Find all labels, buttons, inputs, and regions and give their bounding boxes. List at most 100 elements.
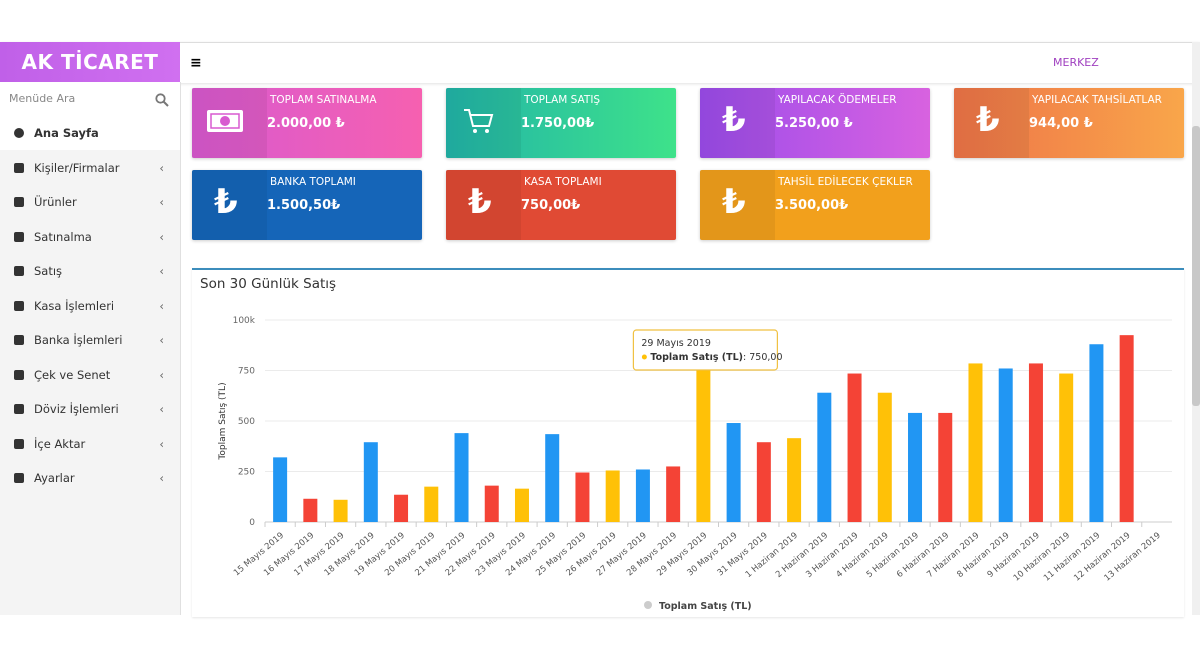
menu-item[interactable]: Çek ve Senet ‹ bbox=[0, 358, 180, 392]
menu-icon bbox=[14, 197, 24, 207]
bar bbox=[726, 423, 741, 522]
stat-card[interactable]: ₺ YAPILACAK ÖDEMELER 5.250,00 ₺ bbox=[700, 88, 930, 158]
chevron: ‹ bbox=[159, 229, 164, 244]
card-title: YAPILACAK ÖDEMELER bbox=[778, 94, 897, 106]
location[interactable]: MERKEZ bbox=[1053, 56, 1099, 69]
card-title: TOPLAM SATIŞ bbox=[524, 94, 601, 106]
bar bbox=[1119, 335, 1134, 522]
card-icon-bg bbox=[446, 170, 521, 240]
x-tick-label: 4 Haziran 2019 bbox=[835, 531, 891, 580]
menu-label: İçe Aktar bbox=[34, 436, 86, 451]
bar bbox=[273, 457, 288, 522]
bar bbox=[787, 438, 802, 522]
x-tick-label: 5 Haziran 2019 bbox=[865, 531, 921, 580]
menu-item[interactable]: Kasa İşlemleri ‹ bbox=[0, 289, 180, 323]
menu-item[interactable]: Banka İşlemleri ‹ bbox=[0, 323, 180, 357]
x-tick-label: 7 Haziran 2019 bbox=[925, 531, 981, 580]
card-title: KASA TOPLAMI bbox=[524, 176, 602, 188]
bar bbox=[545, 434, 560, 522]
chevron: ‹ bbox=[159, 333, 164, 347]
bar bbox=[666, 466, 681, 522]
menu-toggle[interactable]: ≡ bbox=[190, 55, 202, 71]
bar bbox=[908, 412, 923, 522]
card-title: TAHSİL EDİLECEK ÇEKLER bbox=[778, 176, 913, 188]
bar bbox=[1028, 363, 1043, 522]
menu-item[interactable]: Ana Sayfa bbox=[0, 116, 180, 150]
menu-item[interactable]: Satış ‹ bbox=[0, 254, 180, 288]
brand[interactable]: AK TİCARET bbox=[0, 42, 180, 82]
sidebar: Menüde Ara Ana Sayfa Kişiler/Firmalar ‹ Ürü… bbox=[0, 82, 181, 615]
menu-icon bbox=[14, 162, 24, 173]
bar bbox=[514, 488, 529, 522]
tooltip: 29 Mayıs 2019 Toplam Satış (TL): 750,00 bbox=[632, 329, 783, 371]
x-tick-label: 3 Haziran 2019 bbox=[804, 531, 860, 580]
menu-icon bbox=[14, 266, 24, 276]
card-icon-bg bbox=[446, 88, 521, 158]
menu-label: Ürünler bbox=[34, 195, 77, 209]
menu-label: Satınalma bbox=[34, 229, 92, 244]
tooltip-box bbox=[632, 329, 778, 371]
search-icon bbox=[155, 93, 169, 107]
menu-item[interactable]: Kişiler/Firmalar ‹ bbox=[0, 151, 180, 185]
bar bbox=[394, 494, 409, 522]
bar bbox=[847, 373, 862, 522]
card-icon bbox=[460, 104, 500, 142]
y-tick-label: 100k bbox=[233, 316, 256, 326]
stat-card[interactable]: ₺ BANKA TOPLAMI 1.500,50₺ bbox=[192, 170, 422, 240]
x-tick-label: 9 Haziran 2019 bbox=[986, 531, 1042, 580]
stat-card[interactable]: TOPLAM SATINALMA 2.000,00 ₺ bbox=[192, 88, 422, 158]
bar bbox=[696, 370, 711, 522]
y-axis-title: Toplam Satış (TL) bbox=[218, 382, 228, 460]
menu-icon bbox=[14, 369, 24, 380]
card-title: BANKA TOPLAMI bbox=[270, 176, 356, 188]
chevron: ‹ bbox=[159, 471, 164, 485]
chart-panel: Son 30 Günlük Satış 0 250 500 750 100k Toplam… bbox=[192, 268, 1184, 617]
y-tick-label: 0 bbox=[249, 518, 255, 528]
search[interactable]: Menüde Ara bbox=[0, 82, 180, 117]
menu-icon bbox=[14, 404, 24, 414]
bar bbox=[756, 442, 771, 522]
menu-label: Çek ve Senet bbox=[34, 367, 111, 382]
menu-label: Ana Sayfa bbox=[34, 126, 99, 140]
x-tick-label: 1 Haziran 2019 bbox=[744, 531, 800, 580]
card-value: 5.250,00 ₺ bbox=[775, 116, 853, 131]
bar bbox=[605, 470, 620, 522]
x-tick-label: 8 Haziran 2019 bbox=[955, 531, 1011, 580]
chart-title: Son 30 Günlük Satış bbox=[200, 276, 336, 292]
card-value: 2.000,00 ₺ bbox=[267, 116, 345, 131]
card-icon: ₺ bbox=[976, 100, 1000, 140]
bar bbox=[968, 363, 983, 522]
stat-card[interactable]: ₺ YAPILACAK TAHSİLATLAR 944,00 ₺ bbox=[954, 88, 1184, 158]
menu-icon bbox=[14, 231, 24, 242]
bar bbox=[424, 486, 439, 522]
menu-item[interactable]: Ayarlar ‹ bbox=[0, 461, 180, 495]
legend-label: Toplam Satış (TL) bbox=[659, 601, 752, 612]
menu-icon bbox=[14, 438, 24, 449]
bar bbox=[1089, 344, 1104, 522]
stat-card[interactable]: ₺ KASA TOPLAMI 750,00₺ bbox=[446, 170, 676, 240]
tooltip-text: Toplam Satış (TL): 750,00 bbox=[650, 352, 782, 363]
menu-label: Kasa İşlemleri bbox=[34, 298, 115, 313]
menu-item[interactable]: Döviz İşlemleri ‹ bbox=[0, 392, 180, 426]
menu-label: Ayarlar bbox=[34, 471, 75, 485]
bar bbox=[998, 368, 1013, 522]
menu-icon bbox=[14, 300, 24, 311]
tooltip-title: 29 Mayıs 2019 bbox=[641, 338, 711, 349]
scrollbar[interactable] bbox=[1192, 42, 1200, 615]
menu-item[interactable]: Ürünler ‹ bbox=[0, 185, 180, 219]
chevron: ‹ bbox=[159, 298, 164, 313]
stat-card[interactable]: ₺ TAHSİL EDİLECEK ÇEKLER 3.500,00₺ bbox=[700, 170, 930, 240]
menu-item[interactable]: Satınalma ‹ bbox=[0, 220, 180, 254]
menu-icon bbox=[14, 128, 24, 138]
bar bbox=[363, 442, 378, 522]
chevron: ‹ bbox=[159, 195, 164, 209]
chevron: ‹ bbox=[159, 264, 164, 278]
menu-item[interactable]: İçe Aktar ‹ bbox=[0, 427, 180, 461]
y-tick-label: 500 bbox=[238, 417, 255, 427]
card-icon: ₺ bbox=[468, 182, 492, 222]
chevron: ‹ bbox=[159, 436, 164, 451]
card-value: 1.500,50₺ bbox=[267, 198, 341, 213]
x-tick-label: 2 Haziran 2019 bbox=[774, 531, 830, 580]
stat-card[interactable]: TOPLAM SATIŞ 1.750,00₺ bbox=[446, 88, 676, 158]
